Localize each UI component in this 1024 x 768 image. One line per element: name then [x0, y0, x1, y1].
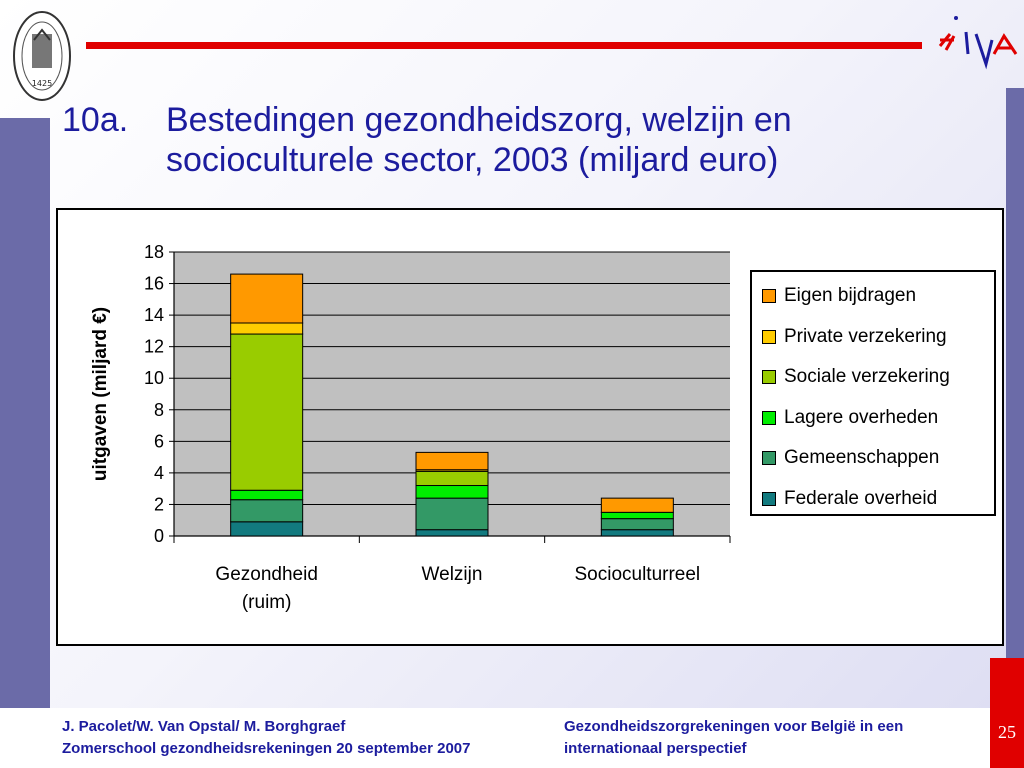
legend-swatch — [762, 491, 776, 506]
page-number: 25 — [990, 658, 1024, 768]
legend-label: Federale overheid — [784, 487, 938, 509]
svg-text:1425: 1425 — [32, 79, 52, 88]
legend-item: Private verzekering — [762, 325, 947, 349]
bar-segment — [415, 451, 489, 471]
y-tick-label: 12 — [144, 337, 164, 357]
slide-number: 10a. — [62, 101, 129, 139]
bar-segment — [600, 511, 674, 520]
legend-item: Sociale verzekering — [762, 365, 950, 389]
footer — [0, 708, 1024, 768]
bar-segment — [230, 499, 304, 523]
chart-legend: Eigen bijdragen Private verzekering Social… — [750, 270, 996, 516]
bar-segment — [600, 529, 674, 537]
y-tick-label: 2 — [154, 494, 164, 514]
slide-title-text: Bestedingen gezondheidszorg, welzijn en … — [166, 101, 792, 179]
x-category-label: Gezondheid — [215, 564, 317, 585]
y-tick-label: 4 — [154, 463, 164, 483]
x-category-label: Welzijn — [422, 564, 483, 585]
bar-segment — [230, 333, 304, 491]
legend-label: Lagere overheden — [784, 406, 939, 428]
x-category-label: (ruim) — [242, 592, 292, 613]
legend-swatch — [762, 329, 776, 344]
left-side-bar — [0, 118, 50, 710]
legend-swatch — [762, 451, 776, 465]
bar-segment — [415, 497, 489, 531]
legend-label: Sociale verzekering — [784, 366, 950, 387]
footer-authors: J. Pacolet/W. Van Opstal/ M. Borghgraef … — [62, 716, 470, 760]
bar-segment — [415, 485, 489, 499]
header-red-line — [86, 42, 922, 49]
legend-item: Lagere overheden — [762, 406, 938, 430]
footer-title-line2: internationaal perspectief — [564, 740, 747, 757]
y-tick-label: 14 — [144, 305, 164, 325]
bar-segment — [230, 489, 304, 501]
y-tick-label: 18 — [144, 242, 164, 262]
bar-segment — [230, 273, 304, 324]
chart-frame: 0 2 4 6 8 10 12 14 16 18 uitgaven (miljard €) Gezon… — [56, 208, 1004, 646]
legend-item: Federale overheid — [762, 487, 937, 511]
y-tick-label: 10 — [144, 368, 164, 388]
legend-label: Eigen bijdragen — [784, 285, 917, 306]
legend-swatch — [762, 410, 776, 425]
legend-label: Private verzekering — [784, 325, 947, 347]
legend-swatch — [762, 370, 776, 384]
y-tick-label: 8 — [154, 400, 164, 420]
hiva-logo — [938, 16, 1018, 70]
bar-segment — [415, 529, 489, 537]
right-side-bar — [1006, 88, 1024, 658]
bar-segment — [230, 322, 304, 335]
x-category-label: Socioculturreel — [574, 564, 700, 585]
y-tick-label: 6 — [154, 431, 164, 451]
legend-item: Gemeenschappen — [762, 446, 939, 470]
footer-presentation-title: Gezondheidszorgrekeningen voor België in… — [564, 716, 903, 760]
stacked-bar-chart: 0 2 4 6 8 10 12 14 16 18 uitgaven (miljard €) Gezon… — [90, 242, 731, 613]
university-seal-icon: 1425 — [13, 11, 71, 101]
y-axis-label: uitgaven (miljard €) — [90, 307, 111, 481]
legend-item: Eigen bijdragen — [762, 284, 916, 308]
bar-segment — [230, 521, 304, 537]
y-tick-label: 0 — [154, 526, 164, 546]
footer-authors-line: J. Pacolet/W. Van Opstal/ M. Borghgraef — [62, 718, 346, 735]
bar-segment — [415, 470, 489, 487]
footer-event-line: Zomerschool gezondheidsrekeningen 20 sep… — [62, 740, 471, 757]
legend-swatch — [762, 289, 776, 303]
footer-title-line1: Gezondheidszorgrekeningen voor België in… — [564, 718, 904, 735]
bar-segment — [600, 497, 674, 513]
legend-label: Gemeenschappen — [784, 447, 940, 468]
y-tick-label: 16 — [144, 274, 164, 294]
bar-segment — [600, 518, 674, 531]
